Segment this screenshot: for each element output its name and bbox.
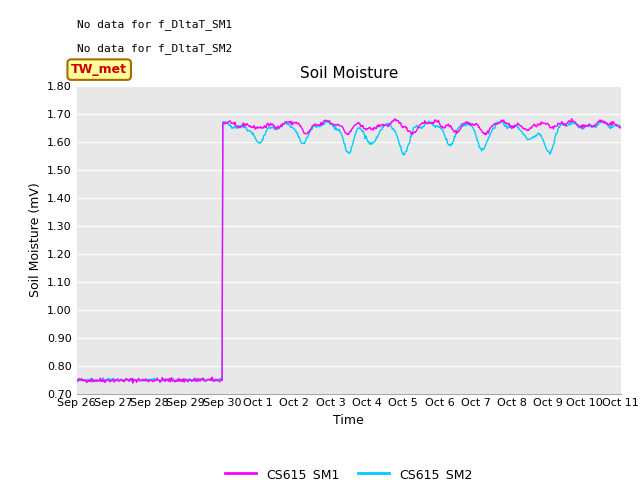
Text: No data for f_DltaT_SM1: No data for f_DltaT_SM1 [77,19,232,30]
Text: No data for f_DltaT_SM2: No data for f_DltaT_SM2 [77,43,232,54]
Title: Soil Moisture: Soil Moisture [300,66,398,81]
X-axis label: Time: Time [333,414,364,427]
Y-axis label: Soil Moisture (mV): Soil Moisture (mV) [29,182,42,298]
Text: TW_met: TW_met [71,63,127,76]
Legend: CS615_SM1, CS615_SM2: CS615_SM1, CS615_SM2 [220,463,478,480]
